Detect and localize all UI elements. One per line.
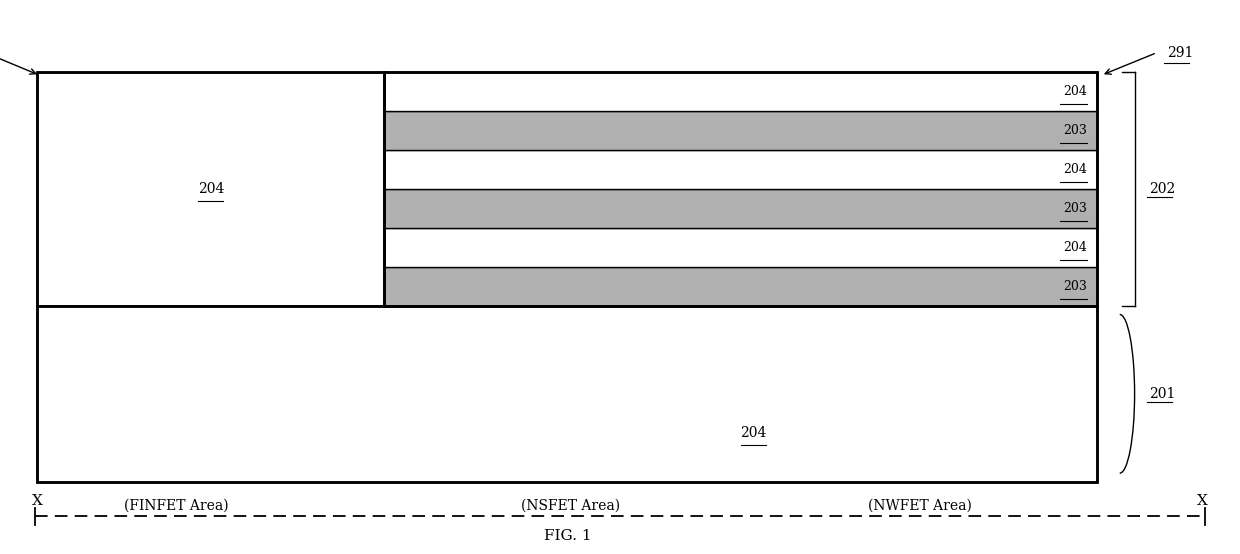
Bar [37,72,384,306]
Bar [384,228,1097,267]
Text: 202: 202 [1149,182,1176,196]
Bar [384,111,1097,150]
Text: 203: 203 [1064,124,1087,137]
Text: 203: 203 [1064,280,1087,293]
Text: 204: 204 [197,182,224,196]
Text: 203: 203 [1064,202,1087,215]
Text: FIG. 1: FIG. 1 [544,529,591,543]
Text: (NSFET Area): (NSFET Area) [521,498,620,512]
Text: X: X [1198,494,1208,509]
Text: 204: 204 [740,425,766,440]
Bar [37,72,1097,482]
Bar [384,150,1097,189]
Text: 204: 204 [1064,85,1087,98]
Text: 291: 291 [1167,45,1193,60]
Bar [37,306,1097,482]
Text: 204: 204 [1064,241,1087,254]
Text: (FINFET Area): (FINFET Area) [124,498,228,512]
Text: 201: 201 [1149,387,1176,401]
Text: (NWFET Area): (NWFET Area) [868,498,972,512]
Text: X: X [32,494,42,509]
Bar [384,189,1097,228]
Bar [384,267,1097,306]
Bar [384,72,1097,111]
Text: 204: 204 [1064,163,1087,176]
Bar [384,72,1097,306]
